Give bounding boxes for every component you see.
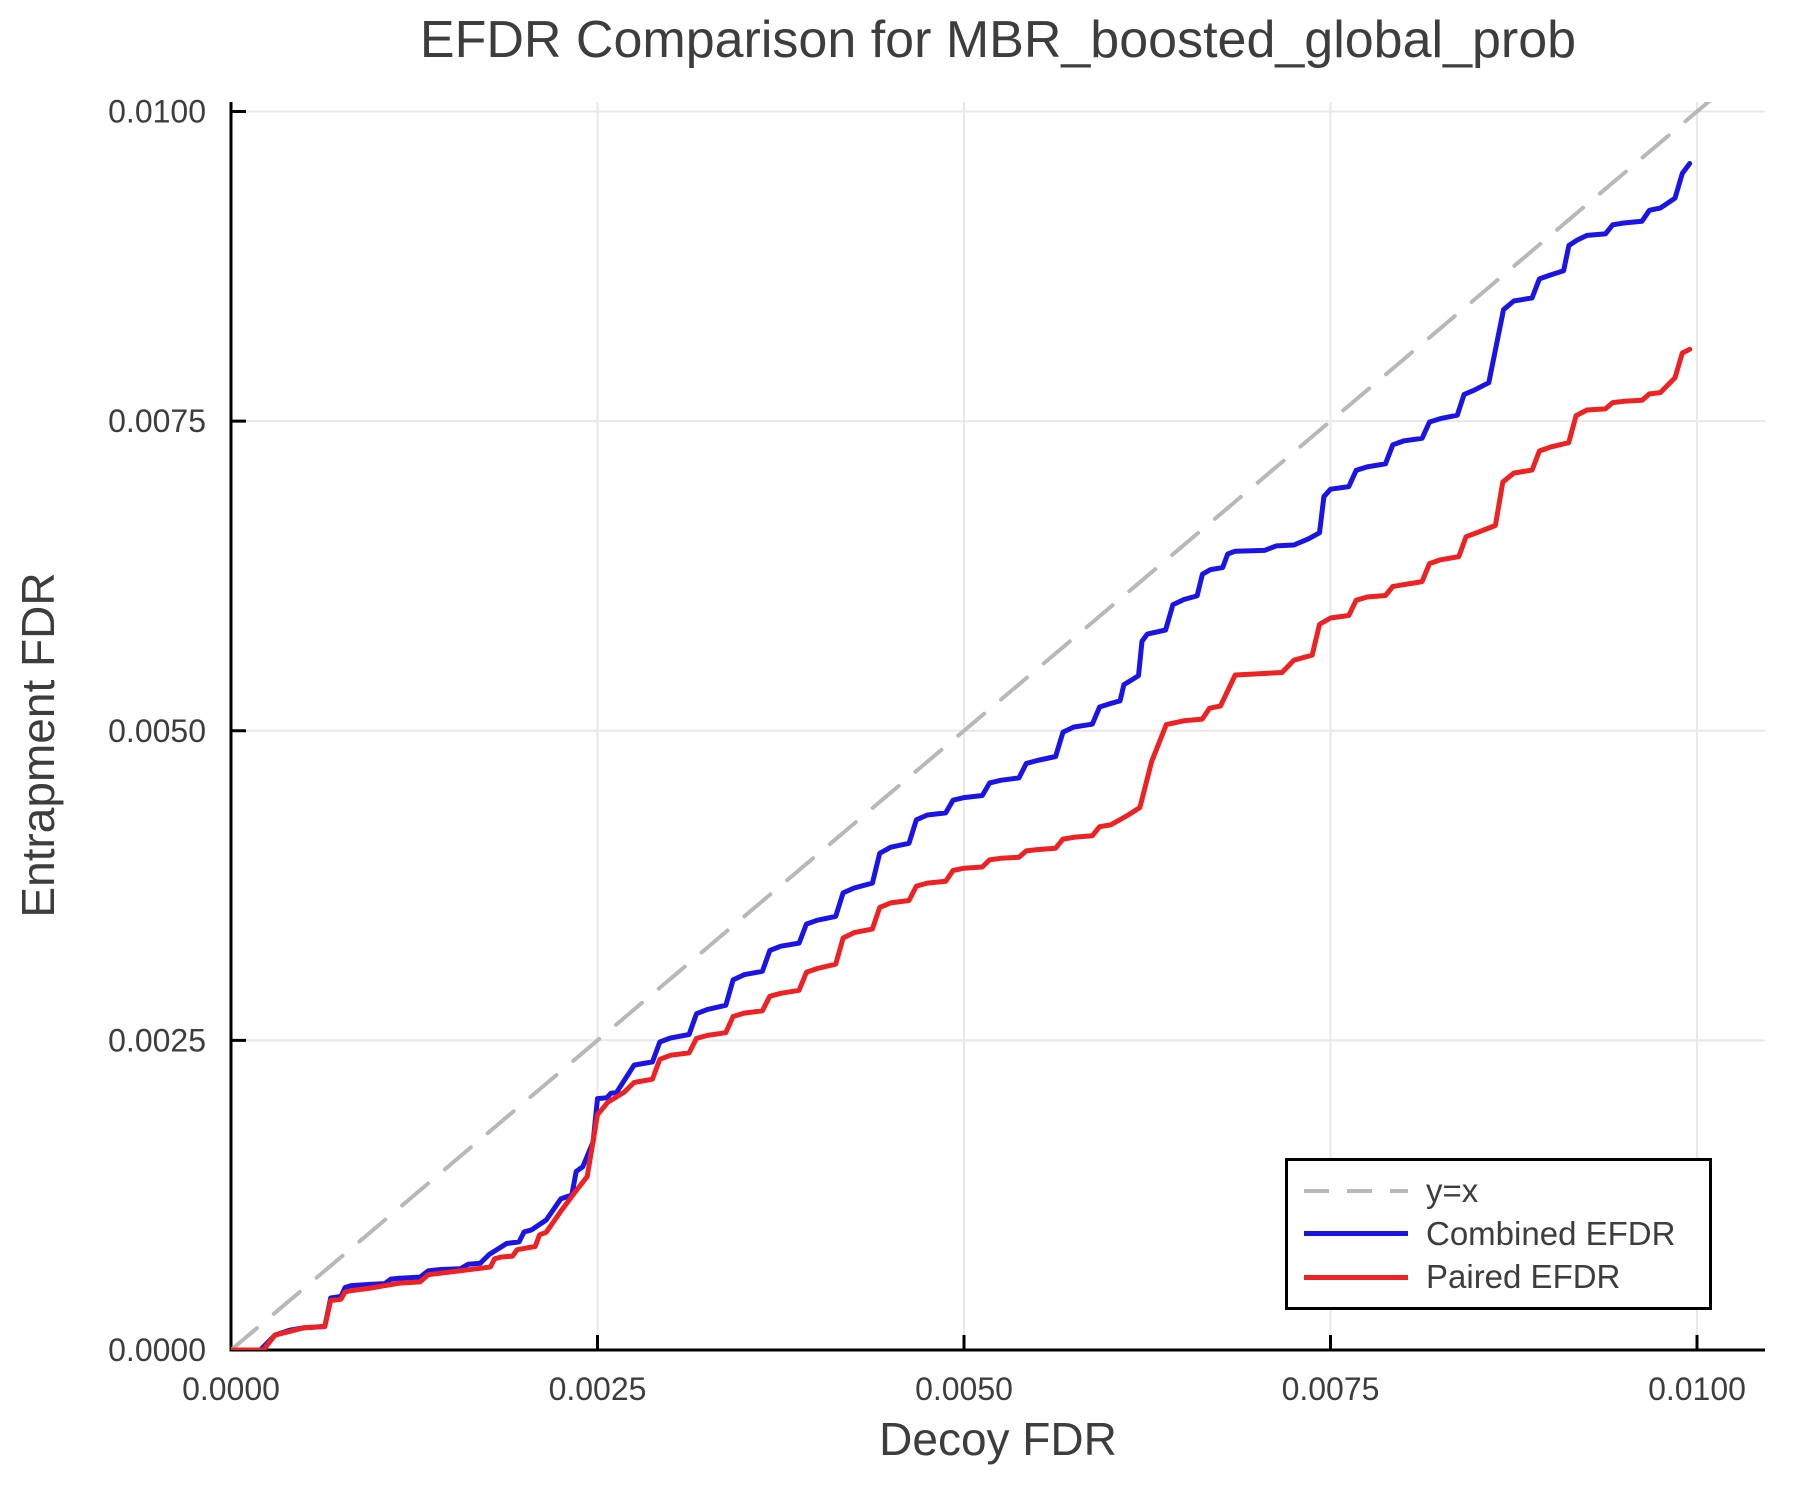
series-line-y-x <box>231 102 1712 1350</box>
x-tick-label: 0.0100 <box>1648 1371 1746 1407</box>
x-axis-label: Decoy FDR <box>879 1413 1117 1465</box>
gridlines <box>231 102 1765 1350</box>
y-tick-label: 0.0050 <box>108 713 206 749</box>
blue-line-sample-icon <box>1304 1231 1408 1237</box>
legend-row-combined-efdr: Combined EFDR <box>1288 1213 1709 1255</box>
x-tick-label: 0.0000 <box>182 1371 280 1407</box>
x-tick-label: 0.0050 <box>915 1371 1013 1407</box>
y-tick-label: 0.0000 <box>108 1332 206 1368</box>
series-line-paired-efdr <box>231 346 1693 1350</box>
legend-row-yx: y=x <box>1288 1170 1709 1212</box>
dashed-line-sample-icon <box>1304 1188 1408 1193</box>
y-tick-label: 0.0075 <box>108 403 206 439</box>
axis-tick-labels: 0.0000 0.0025 0.0050 0.0075 0.0100 0.0000 0.00… <box>108 94 1746 1408</box>
legend-label-combined-efdr: Combined EFDR <box>1426 1214 1676 1252</box>
y-tick-label: 0.0025 <box>108 1022 206 1058</box>
y-tick-label: 0.0100 <box>108 94 206 130</box>
legend-row-paired-efdr: Paired EFDR <box>1288 1256 1709 1298</box>
legend-label-paired-efdr: Paired EFDR <box>1426 1258 1621 1296</box>
legend: y=x Combined EFDR Paired EFDR <box>1285 1158 1712 1310</box>
x-tick-label: 0.0025 <box>549 1371 647 1407</box>
chart-title: EFDR Comparison for MBR_boosted_global_p… <box>419 11 1577 69</box>
red-line-sample-icon <box>1304 1274 1408 1280</box>
series-line-combined-efdr <box>231 161 1693 1350</box>
legend-label-yx: y=x <box>1426 1171 1479 1209</box>
data-series <box>231 102 1712 1350</box>
x-tick-label: 0.0075 <box>1282 1371 1380 1407</box>
